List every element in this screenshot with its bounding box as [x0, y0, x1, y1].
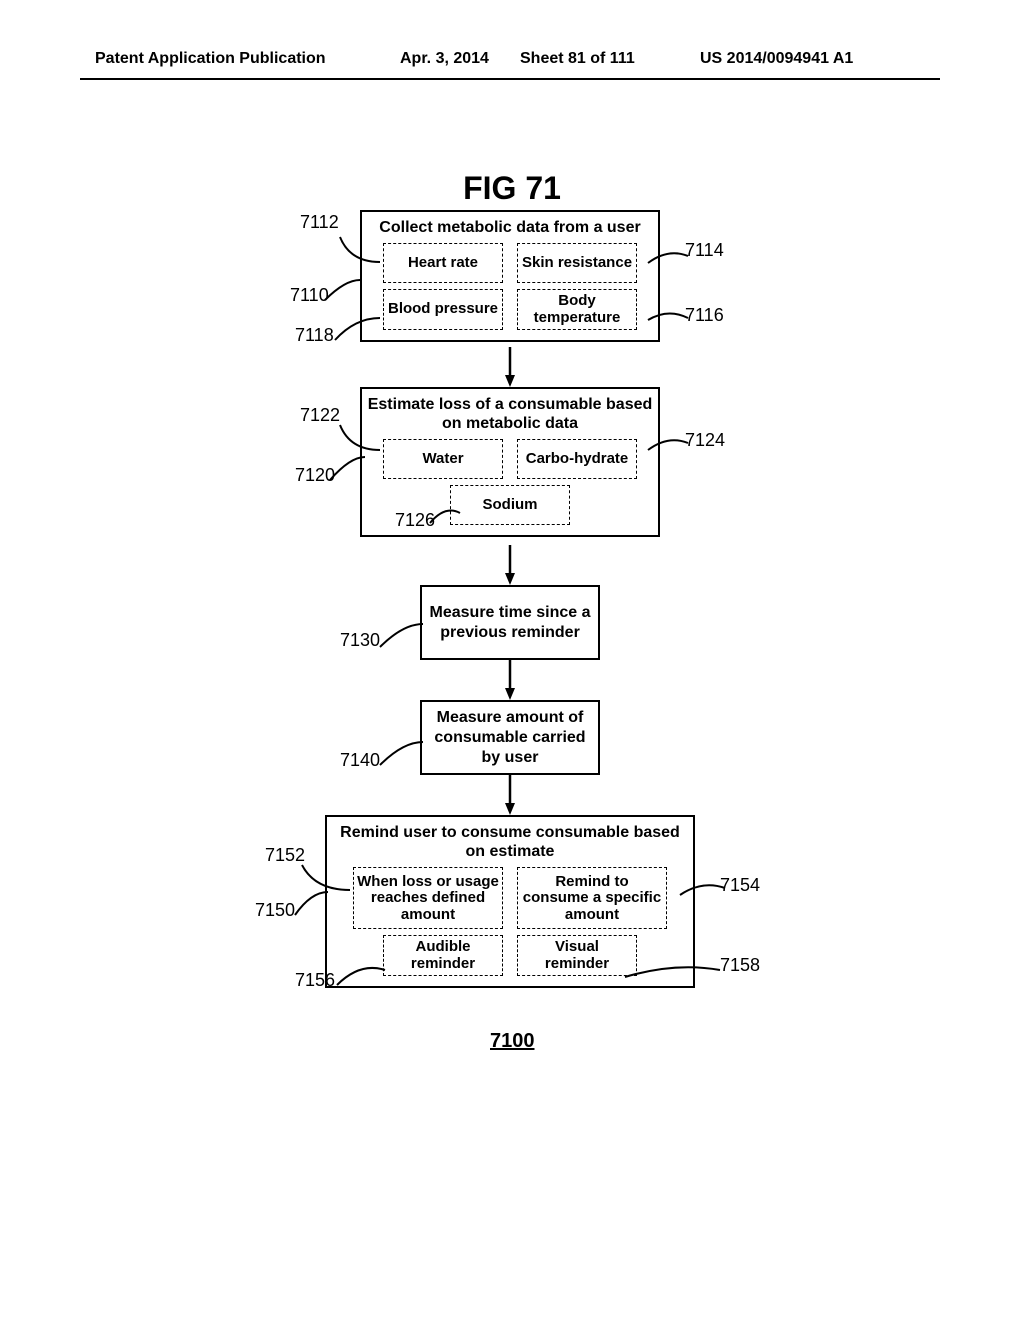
sub-remind-specific: Remind to consume a specific amount	[517, 867, 667, 929]
row-3: Water Carbo-hydrate	[383, 439, 637, 479]
header-publication: Patent Application Publication	[95, 50, 326, 68]
arrow-1-2	[505, 347, 515, 387]
box-measure-time-text: Measure time since a previous reminder	[428, 603, 592, 643]
ref-7152: 7152	[265, 845, 305, 866]
sub-body-temperature: Body temperature	[517, 289, 637, 330]
sub-blood-pressure: Blood pressure	[383, 289, 503, 330]
ref-7114: 7114	[685, 240, 724, 261]
sub-visual: Visual reminder	[517, 935, 637, 976]
figure-title: FIG 71	[0, 170, 1024, 207]
sub-skin-resistance: Skin resistance	[517, 243, 637, 283]
arrow-3-4	[505, 660, 515, 700]
ref-7116: 7116	[685, 305, 724, 326]
header-rule	[80, 78, 940, 80]
row-6: Audible reminder Visual reminder	[383, 935, 637, 976]
sub-carbohydrate: Carbo-hydrate	[517, 439, 637, 479]
ref-7154: 7154	[720, 875, 760, 896]
header-date: Apr. 3, 2014	[400, 50, 489, 68]
ref-7124: 7124	[685, 430, 725, 451]
ref-7112: 7112	[300, 212, 339, 233]
arrow-4-5	[505, 775, 515, 815]
box-estimate-title: Estimate loss of a consumable based on m…	[366, 395, 654, 433]
ref-7158: 7158	[720, 955, 760, 976]
box-collect-metabolic: Collect metabolic data from a user Heart…	[360, 210, 660, 342]
ref-7122: 7122	[300, 405, 340, 426]
figure-ref: 7100	[490, 1030, 535, 1053]
box-remind-title: Remind user to consume consumable based …	[331, 823, 689, 861]
ref-7150: 7150	[255, 900, 295, 921]
ref-7156: 7156	[295, 970, 335, 991]
row-1: Heart rate Skin resistance	[383, 243, 637, 283]
diagram-canvas: Collect metabolic data from a user Heart…	[0, 210, 1024, 1210]
ref-7130: 7130	[340, 630, 380, 651]
header-pubnum: US 2014/0094941 A1	[700, 50, 853, 68]
arrow-2-3	[505, 545, 515, 585]
ref-7118: 7118	[295, 325, 334, 346]
ref-7140: 7140	[340, 750, 380, 771]
sub-when-loss: When loss or usage reaches defined amoun…	[353, 867, 503, 929]
box-measure-amount-text: Measure amount of consumable carried by …	[428, 708, 592, 768]
sub-sodium: Sodium	[450, 485, 570, 525]
box-collect-title: Collect metabolic data from a user	[379, 218, 640, 237]
ref-7126: 7126	[395, 510, 435, 531]
sub-water: Water	[383, 439, 503, 479]
box-measure-amount: Measure amount of consumable carried by …	[420, 700, 600, 775]
sub-audible: Audible reminder	[383, 935, 503, 976]
sub-heart-rate: Heart rate	[383, 243, 503, 283]
box-remind-user: Remind user to consume consumable based …	[325, 815, 695, 988]
ref-7110: 7110	[290, 285, 329, 306]
header-sheet: Sheet 81 of 111	[520, 50, 635, 68]
ref-7120: 7120	[295, 465, 335, 486]
row-2: Blood pressure Body temperature	[383, 289, 637, 330]
row-5: When loss or usage reaches defined amoun…	[353, 867, 667, 929]
box-measure-time: Measure time since a previous reminder	[420, 585, 600, 660]
row-4: Sodium	[450, 485, 570, 525]
